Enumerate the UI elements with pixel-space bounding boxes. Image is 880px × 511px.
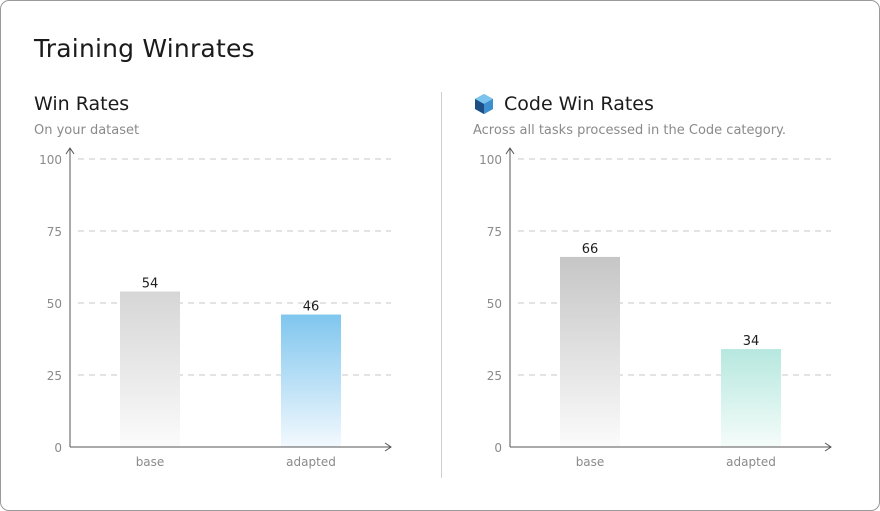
panel-title: Win Rates	[34, 93, 129, 115]
panel-subtitle: On your dataset	[34, 123, 140, 138]
bar-base	[560, 256, 620, 447]
x-tick-label: adapted	[286, 455, 336, 469]
page-title: Training Winrates	[34, 34, 255, 63]
win-rates-panel: Win Rates On your dataset 0 25 50 75 100 54 ba…	[1, 91, 421, 491]
y-axis-arrow	[65, 147, 75, 155]
y-tick-label: 0	[494, 441, 502, 455]
x-tick-label: base	[576, 455, 605, 469]
y-tick-label: 50	[47, 297, 62, 311]
panel-title-text: Code Win Rates	[504, 93, 654, 115]
y-tick-label: 100	[39, 153, 62, 167]
panel-title-text: Win Rates	[34, 93, 130, 115]
panel-divider	[441, 92, 442, 478]
x-axis-arrow	[384, 442, 392, 452]
y-axis-arrow	[505, 147, 515, 155]
bar-adapted	[721, 349, 781, 447]
code-win-rates-chart: 0 25 50 75 100 66 base 34 adapted	[479, 147, 832, 469]
data-label: 34	[743, 334, 760, 349]
panel-title: Code Win Rates	[473, 93, 654, 115]
y-tick-label: 25	[487, 369, 502, 383]
cube-icon	[473, 93, 495, 115]
data-label: 46	[303, 300, 320, 315]
bar-base	[120, 291, 180, 447]
y-tick-label: 0	[54, 441, 62, 455]
y-tick-label: 25	[47, 369, 62, 383]
x-tick-label: adapted	[726, 455, 776, 469]
data-label: 66	[582, 242, 599, 257]
data-label: 54	[142, 276, 159, 291]
y-tick-label: 100	[479, 153, 502, 167]
panel-subtitle: Across all tasks processed in the Code c…	[473, 123, 787, 138]
code-win-rates-panel: Code Win Rates Across all tasks processe…	[441, 91, 861, 491]
x-tick-label: base	[136, 455, 165, 469]
win-rates-chart: 0 25 50 75 100 54 base 46 adapted	[39, 147, 392, 469]
x-axis-arrow	[824, 442, 832, 452]
bar-adapted	[281, 314, 341, 447]
y-tick-label: 75	[47, 225, 62, 239]
y-tick-label: 50	[487, 297, 502, 311]
y-tick-label: 75	[487, 225, 502, 239]
